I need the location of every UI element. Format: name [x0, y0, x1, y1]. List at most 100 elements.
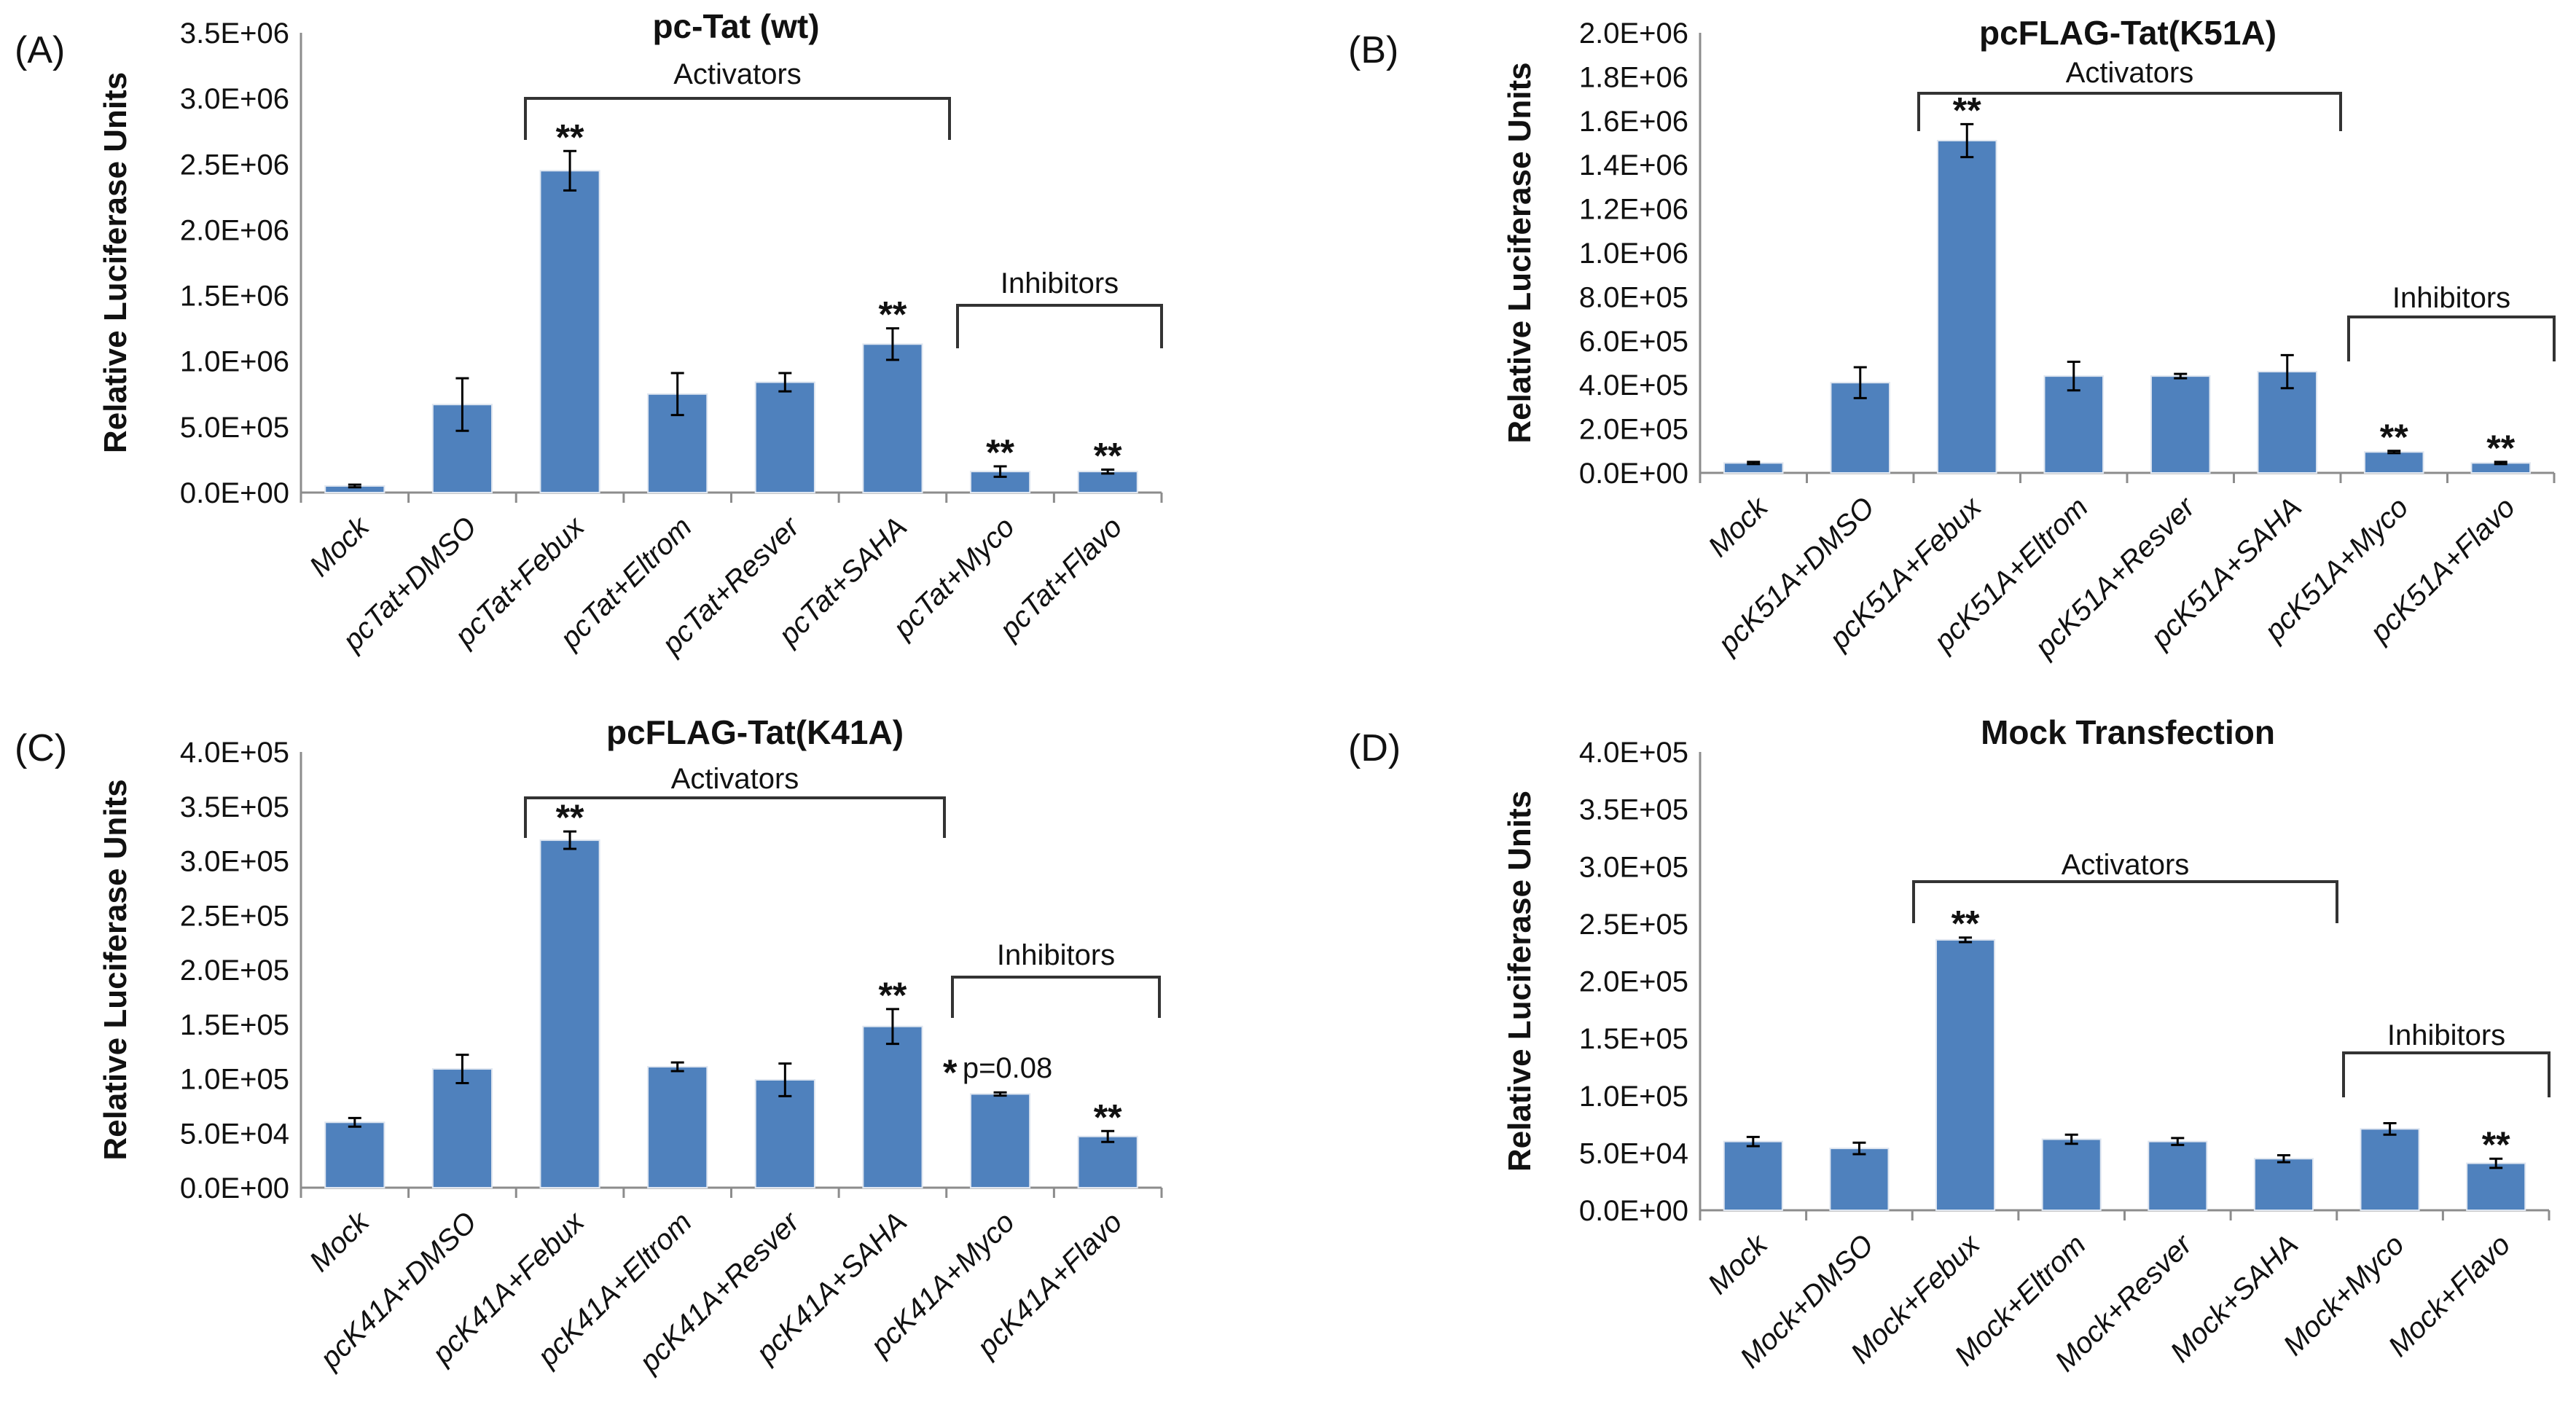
y-tick-label: 1.5E+05	[180, 1009, 289, 1041]
significance-marker: **	[986, 432, 1014, 473]
chart-title: Mock Transfection	[1981, 713, 2275, 751]
error-bar	[2067, 360, 2080, 392]
y-tick-label: 2.0E+06	[180, 214, 289, 246]
error-bar	[1101, 468, 1115, 475]
bar	[647, 1066, 708, 1189]
error-bar	[2174, 372, 2188, 380]
panel-letter: (C)	[15, 727, 67, 769]
error-bar	[670, 1061, 684, 1073]
y-tick-label: 6.0E+05	[1579, 326, 1688, 358]
significance-marker: **	[1951, 904, 1980, 944]
error-bar	[563, 149, 577, 192]
group-label-activators: Activators	[671, 763, 799, 795]
bar	[431, 1068, 493, 1189]
error-bar	[885, 1008, 899, 1046]
error-bar	[348, 483, 361, 489]
error-bar	[2494, 460, 2508, 466]
bar	[1077, 1135, 1138, 1188]
group-bracket	[1917, 92, 2342, 131]
bar	[539, 839, 600, 1188]
y-tick-label: 5.0E+04	[1579, 1137, 1688, 1169]
error-bar	[455, 377, 469, 432]
significance-marker: **	[878, 975, 907, 1016]
x-tick-label: Mock	[303, 1205, 376, 1278]
significance-marker: **	[2482, 1124, 2510, 1165]
y-tick-label: 2.0E+05	[1579, 414, 1688, 446]
group-bracket	[956, 304, 1163, 348]
y-tick-label: 1.0E+05	[1579, 1081, 1688, 1113]
y-tick-label: 1.5E+06	[180, 281, 289, 313]
chart-title: pcFLAG-Tat(K51A)	[1979, 14, 2276, 52]
y-tick-label: 1.6E+06	[1579, 106, 1688, 138]
error-bar	[778, 1062, 792, 1097]
error-bar	[2387, 450, 2401, 455]
group-bracket	[1912, 880, 2338, 923]
significance-marker: **	[1953, 90, 1981, 130]
bar	[539, 170, 600, 494]
error-bar	[1852, 1141, 1866, 1156]
bar	[969, 1093, 1031, 1189]
error-bar	[2489, 1157, 2503, 1169]
bar	[2150, 375, 2211, 474]
chart-panel-b: (B) pcFLAG-Tat(K51A) Relative Luciferase U…	[1348, 14, 2556, 664]
group-bracket	[2347, 316, 2556, 361]
y-tick-label: 1.2E+06	[1579, 194, 1688, 226]
bar	[1077, 471, 1138, 494]
y-tick-label: 0.0E+00	[180, 1172, 289, 1204]
chart-panel-c: (C) pcFLAG-Tat(K41A) Relative Luciferase U…	[15, 713, 1163, 1379]
y-axis-label: Relative Luciferase Units	[1502, 62, 1538, 443]
y-tick-label: 3.0E+05	[180, 846, 289, 878]
chart-panel-d: (D) Mock Transfection Relative Luciferase …	[1348, 713, 2550, 1378]
bar	[2148, 1140, 2208, 1212]
error-bar	[2280, 353, 2294, 390]
group-label-inhibitors: Inhibitors	[1001, 267, 1119, 299]
y-tick-label: 1.4E+06	[1579, 149, 1688, 181]
y-tick-label: 4.0E+05	[1579, 369, 1688, 401]
y-tick-label: 3.0E+06	[180, 83, 289, 115]
y-tick-label: 2.0E+05	[1579, 966, 1688, 998]
significance-marker: **	[2380, 417, 2408, 458]
bar	[2043, 375, 2105, 474]
bar	[1935, 938, 1996, 1211]
y-tick-label: 2.5E+05	[1579, 909, 1688, 941]
error-bar	[670, 372, 684, 417]
bar	[862, 1025, 923, 1188]
error-bar	[2064, 1133, 2078, 1145]
y-axis-label: Relative Luciferase Units	[1502, 791, 1538, 1172]
error-bar	[1747, 460, 1761, 466]
bar	[1829, 1148, 1890, 1211]
significance-marker: *	[943, 1052, 958, 1093]
group-label-inhibitors: Inhibitors	[2387, 1019, 2505, 1051]
chart-panel-a: (A) pc-Tat (wt) Relative Luciferase Units 0…	[15, 7, 1163, 661]
group-bracket	[524, 97, 951, 140]
panel-letter: (B)	[1348, 29, 1398, 71]
group-bracket	[524, 796, 946, 838]
y-tick-label: 5.0E+04	[180, 1118, 289, 1150]
bar	[2363, 451, 2424, 474]
error-bar	[778, 372, 792, 393]
error-bar	[993, 465, 1007, 478]
significance-marker: **	[556, 117, 584, 157]
bar	[1936, 139, 1997, 474]
error-bar	[993, 1091, 1007, 1097]
panel-letter: (D)	[1348, 727, 1401, 769]
bar	[2041, 1138, 2102, 1212]
y-tick-label: 3.0E+05	[1579, 851, 1688, 883]
y-tick-label: 1.0E+05	[180, 1064, 289, 1096]
group-label-inhibitors: Inhibitors	[997, 939, 1115, 971]
chart-title: pc-Tat (wt)	[652, 7, 819, 45]
x-tick-label: Mock	[303, 510, 376, 583]
error-bar	[885, 327, 899, 361]
y-tick-label: 2.0E+05	[180, 955, 289, 987]
significance-marker: **	[1094, 1097, 1122, 1137]
error-bar	[455, 1054, 469, 1084]
error-bar	[2171, 1137, 2185, 1146]
y-tick-label: 3.5E+05	[180, 791, 289, 823]
y-tick-label: 5.0E+05	[180, 412, 289, 444]
significance-marker: **	[556, 797, 584, 838]
y-tick-label: 2.0E+06	[1579, 17, 1688, 50]
y-tick-label: 2.5E+06	[180, 149, 289, 181]
error-bar	[1959, 936, 1973, 944]
bar	[754, 381, 815, 493]
p-value-annotation: p=0.08	[963, 1052, 1052, 1084]
